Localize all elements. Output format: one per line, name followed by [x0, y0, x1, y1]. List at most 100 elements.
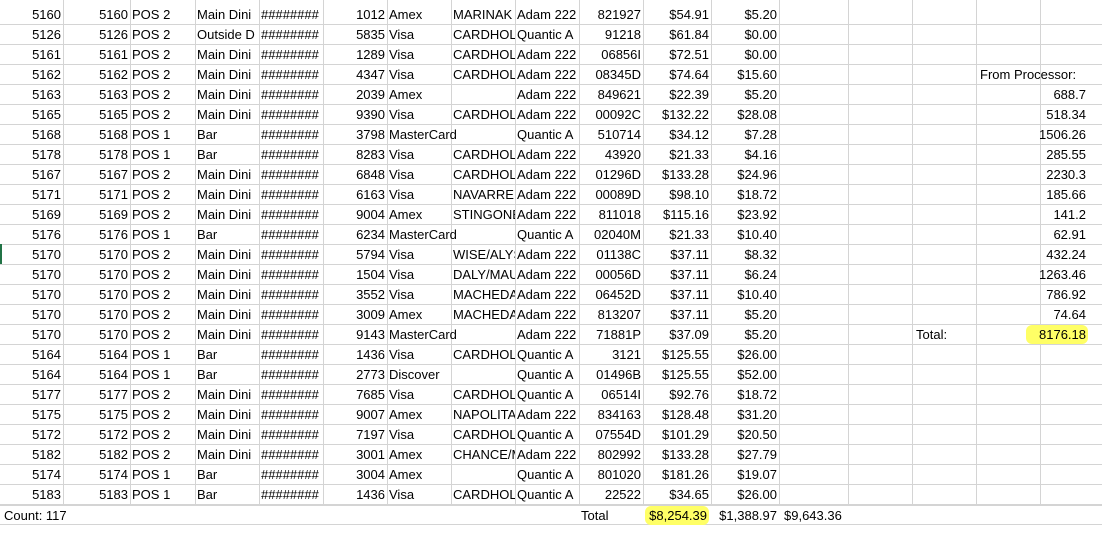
cell-server[interactable]: Adam 222 [517, 147, 577, 162]
cell-check[interactable]: 5183 [99, 487, 128, 502]
cell-auth[interactable]: 07554D [595, 427, 641, 442]
cell-area[interactable]: Main Dini [197, 47, 252, 62]
cell-check[interactable]: 5172 [99, 427, 128, 442]
cell-server[interactable]: Adam 222 [517, 267, 577, 282]
cell-tip[interactable]: $26.00 [737, 487, 777, 502]
cell-check[interactable]: 5170 [99, 307, 128, 322]
cell-area[interactable]: Main Dini [197, 267, 252, 282]
cell-cardholder[interactable]: CARDHOLI [453, 47, 515, 62]
cell-amount[interactable]: $128.48 [662, 407, 709, 422]
cell-card-type[interactable]: Visa [389, 107, 415, 122]
processor-total-label[interactable]: Total: [916, 327, 948, 342]
cell-card-type[interactable]: Visa [389, 27, 415, 42]
cell-date[interactable]: ######## [261, 347, 319, 362]
cell-amount[interactable]: $92.76 [669, 387, 709, 402]
cell-terminal[interactable]: POS 2 [132, 167, 171, 182]
cell-cardholder[interactable]: NAVARRE [453, 187, 514, 202]
cell-id[interactable]: 5170 [32, 267, 61, 282]
processor-value[interactable]: 786.92 [1046, 287, 1086, 302]
cell-tip[interactable]: $18.72 [737, 187, 777, 202]
cell-cardholder[interactable]: MARINAK [453, 7, 513, 22]
total-tips-cell[interactable]: $1,388.97 [719, 508, 777, 523]
cell-server[interactable]: Quantic A [517, 467, 574, 482]
cell-date[interactable]: ######## [261, 387, 319, 402]
cell-check[interactable]: 5174 [99, 467, 128, 482]
cell-last4[interactable]: 1436 [356, 347, 385, 362]
cell-date[interactable]: ######## [261, 267, 319, 282]
total-label-cell[interactable]: Total [581, 508, 609, 523]
cell-amount[interactable]: $74.64 [669, 67, 709, 82]
cell-card-type[interactable]: Amex [389, 7, 423, 22]
cell-auth[interactable]: 08345D [595, 67, 641, 82]
cell-auth[interactable]: 3121 [612, 347, 641, 362]
cell-last4[interactable]: 2039 [356, 87, 385, 102]
cell-cardholder[interactable]: CARDHOLI [453, 147, 515, 162]
cell-id[interactable]: 5165 [32, 107, 61, 122]
cell-cardholder[interactable]: STINGONE [453, 207, 515, 222]
cell-cardholder[interactable]: CARDHOLI [453, 167, 515, 182]
cell-card-type[interactable]: MasterCard [389, 227, 457, 242]
cell-area[interactable]: Main Dini [197, 327, 252, 342]
cell-amount[interactable]: $61.84 [669, 27, 709, 42]
cell-terminal[interactable]: POS 2 [132, 67, 171, 82]
cell-tip[interactable]: $28.08 [737, 107, 777, 122]
cell-amount[interactable]: $37.11 [670, 267, 709, 282]
cell-tip[interactable]: $31.20 [737, 407, 777, 422]
cell-area[interactable]: Main Dini [197, 387, 252, 402]
cell-tip[interactable]: $10.40 [737, 287, 777, 302]
cell-terminal[interactable]: POS 2 [132, 87, 171, 102]
cell-terminal[interactable]: POS 2 [132, 267, 171, 282]
cell-last4[interactable]: 1289 [356, 47, 385, 62]
cell-cardholder[interactable]: CARDHOLI [453, 427, 515, 442]
count-cell[interactable]: Count: 117 [4, 508, 67, 523]
cell-tip[interactable]: $0.00 [744, 27, 777, 42]
cell-date[interactable]: ######## [261, 7, 319, 22]
cell-auth[interactable]: 91218 [604, 27, 641, 42]
cell-date[interactable]: ######## [261, 287, 319, 302]
cell-amount[interactable]: $34.12 [669, 127, 709, 142]
cell-cardholder[interactable]: NAPOLITA [453, 407, 515, 422]
cell-tip[interactable]: $8.32 [744, 247, 777, 262]
cell-area[interactable]: Main Dini [197, 67, 252, 82]
cell-check[interactable]: 5164 [99, 347, 128, 362]
cell-terminal[interactable]: POS 1 [132, 147, 171, 162]
grand-total-cell[interactable]: $9,643.36 [784, 508, 842, 523]
cell-last4[interactable]: 9390 [356, 107, 385, 122]
cell-cardholder[interactable]: CARDHOLI [453, 67, 515, 82]
cell-area[interactable]: Main Dini [197, 167, 252, 182]
cell-tip[interactable]: $19.07 [737, 467, 777, 482]
cell-date[interactable]: ######## [261, 67, 319, 82]
cell-card-type[interactable]: MasterCard [389, 327, 457, 342]
cell-check[interactable]: 5178 [99, 147, 128, 162]
cell-server[interactable]: Quantic A [517, 227, 574, 242]
cell-amount[interactable]: $37.09 [669, 327, 709, 342]
cell-amount[interactable]: $37.11 [670, 287, 709, 302]
cell-server[interactable]: Quantic A [517, 367, 574, 382]
cell-auth[interactable]: 01496B [596, 367, 641, 382]
cell-date[interactable]: ######## [261, 367, 319, 382]
cell-card-type[interactable]: MasterCard [389, 127, 457, 142]
cell-check[interactable]: 5170 [99, 327, 128, 342]
cell-amount[interactable]: $22.39 [669, 87, 709, 102]
cell-server[interactable]: Quantic A [517, 427, 574, 442]
cell-card-type[interactable]: Amex [389, 207, 423, 222]
cell-check[interactable]: 5162 [99, 67, 128, 82]
cell-tip[interactable]: $20.50 [737, 427, 777, 442]
cell-terminal[interactable]: POS 2 [132, 307, 171, 322]
cell-server[interactable]: Quantic A [517, 127, 574, 142]
cell-server[interactable]: Adam 222 [517, 247, 577, 262]
cell-card-type[interactable]: Visa [389, 267, 415, 282]
cell-id[interactable]: 5170 [32, 287, 61, 302]
cell-server[interactable]: Quantic A [517, 487, 574, 502]
cell-tip[interactable]: $52.00 [737, 367, 777, 382]
cell-server[interactable]: Quantic A [517, 387, 574, 402]
cell-area[interactable]: Main Dini [197, 447, 252, 462]
cell-cardholder[interactable]: CARDHOLI [453, 487, 515, 502]
cell-area[interactable]: Bar [197, 227, 218, 242]
processor-value[interactable]: 141.2 [1053, 207, 1086, 222]
cell-card-type[interactable]: Visa [389, 187, 415, 202]
processor-value[interactable]: 185.66 [1046, 187, 1086, 202]
cell-card-type[interactable]: Visa [389, 347, 415, 362]
cell-card-type[interactable]: Amex [389, 467, 423, 482]
cell-id[interactable]: 5171 [32, 187, 61, 202]
